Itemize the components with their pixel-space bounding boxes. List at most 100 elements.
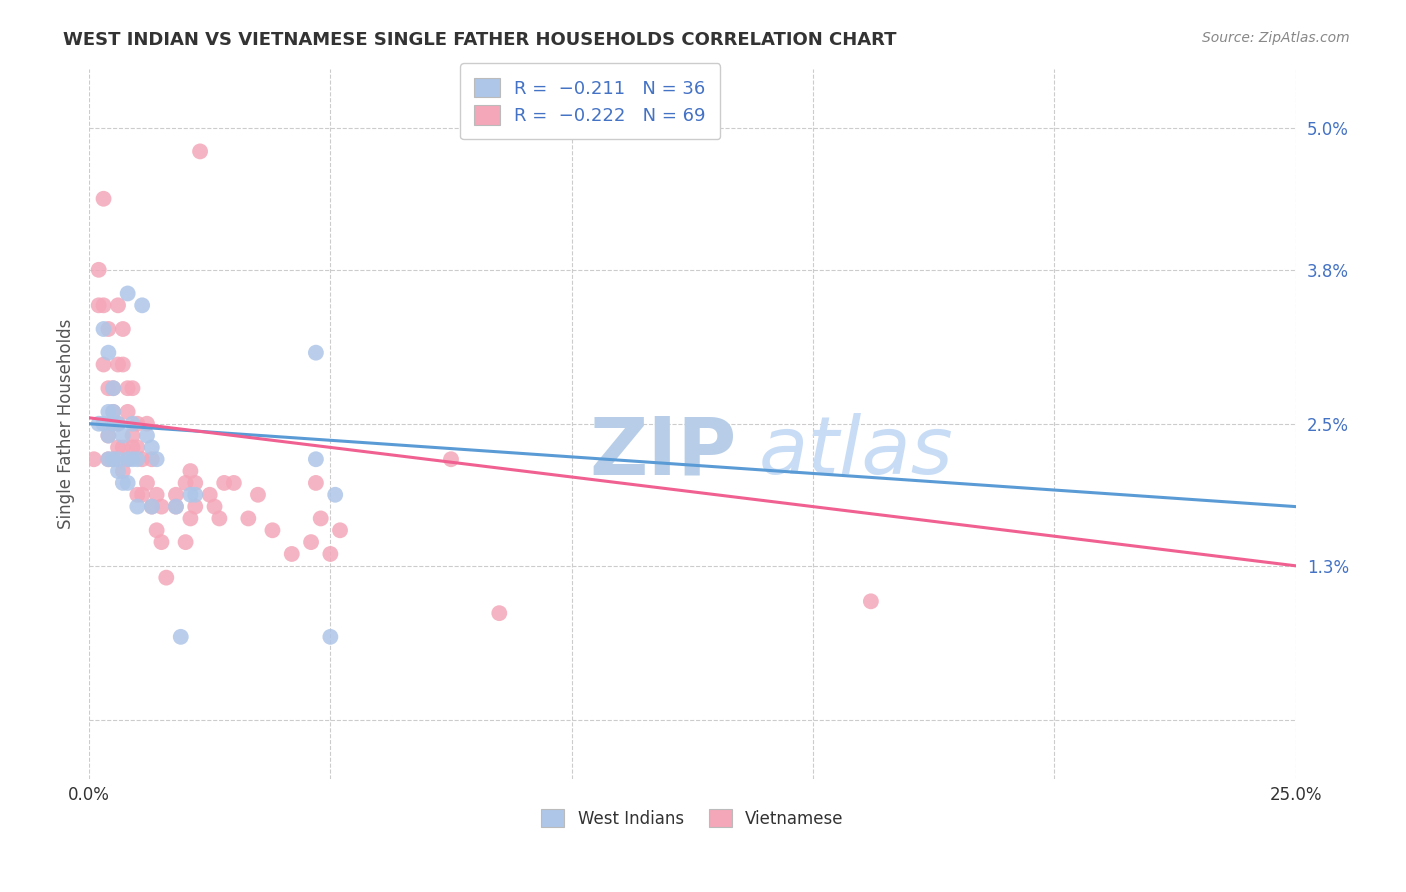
Point: [440, 452, 463, 467]
Point: [117, 452, 139, 467]
Point: [87, 298, 110, 312]
Point: [93, 358, 115, 372]
Point: [97, 405, 120, 419]
Point: [127, 500, 149, 514]
Point: [131, 298, 153, 312]
Point: [141, 452, 163, 467]
Point: [103, 417, 125, 431]
Text: WEST INDIAN VS VIETNAMESE SINGLE FATHER HOUSEHOLDS CORRELATION CHART: WEST INDIAN VS VIETNAMESE SINGLE FATHER …: [63, 31, 897, 49]
Point: [97, 428, 120, 442]
Point: [83, 452, 105, 467]
Point: [141, 500, 163, 514]
Point: [179, 511, 201, 525]
Point: [131, 488, 153, 502]
Point: [179, 464, 201, 478]
Point: [198, 488, 221, 502]
Point: [103, 452, 125, 467]
Point: [127, 441, 149, 455]
Point: [184, 500, 207, 514]
Point: [127, 488, 149, 502]
Point: [319, 547, 342, 561]
Point: [150, 500, 173, 514]
Point: [204, 500, 226, 514]
Point: [93, 417, 115, 431]
Point: [131, 452, 153, 467]
Point: [174, 475, 197, 490]
Point: [93, 192, 115, 206]
Point: [111, 358, 134, 372]
Point: [319, 630, 342, 644]
Point: [145, 452, 167, 467]
Point: [121, 428, 143, 442]
Point: [262, 523, 284, 537]
Point: [150, 535, 173, 549]
Point: [305, 475, 328, 490]
Point: [107, 417, 129, 431]
Point: [141, 500, 163, 514]
Point: [107, 358, 129, 372]
Legend: West Indians, Vietnamese: West Indians, Vietnamese: [534, 803, 851, 835]
Point: [222, 475, 245, 490]
Point: [305, 345, 328, 359]
Point: [111, 464, 134, 478]
Point: [145, 488, 167, 502]
Y-axis label: Single Father Households: Single Father Households: [58, 318, 75, 529]
Point: [121, 452, 143, 467]
Point: [208, 511, 231, 525]
Point: [103, 417, 125, 431]
Point: [238, 511, 260, 525]
Point: [184, 475, 207, 490]
Point: [117, 286, 139, 301]
Point: [145, 523, 167, 537]
Point: [165, 488, 187, 502]
Text: Source: ZipAtlas.com: Source: ZipAtlas.com: [1202, 31, 1350, 45]
Point: [121, 441, 143, 455]
Point: [859, 594, 882, 608]
Point: [107, 464, 129, 478]
Point: [117, 452, 139, 467]
Point: [165, 500, 187, 514]
Point: [329, 523, 352, 537]
Point: [127, 417, 149, 431]
Point: [111, 322, 134, 336]
Point: [97, 381, 120, 395]
Point: [121, 417, 143, 431]
Point: [103, 452, 125, 467]
Point: [103, 405, 125, 419]
Point: [111, 475, 134, 490]
Point: [97, 452, 120, 467]
Point: [107, 441, 129, 455]
Point: [107, 452, 129, 467]
Point: [121, 381, 143, 395]
Point: [188, 145, 211, 159]
Point: [97, 428, 120, 442]
Point: [136, 475, 159, 490]
Point: [103, 381, 125, 395]
Point: [299, 535, 322, 549]
Point: [117, 381, 139, 395]
Point: [107, 298, 129, 312]
Point: [111, 441, 134, 455]
Point: [174, 535, 197, 549]
Point: [170, 630, 193, 644]
Point: [179, 488, 201, 502]
Point: [117, 405, 139, 419]
Point: [281, 547, 304, 561]
Point: [97, 452, 120, 467]
Point: [136, 428, 159, 442]
Point: [212, 475, 235, 490]
Point: [103, 417, 125, 431]
Point: [97, 345, 120, 359]
Point: [136, 417, 159, 431]
Point: [93, 298, 115, 312]
Point: [165, 500, 187, 514]
Point: [141, 441, 163, 455]
Point: [103, 405, 125, 419]
Text: atlas: atlas: [759, 413, 953, 491]
Point: [246, 488, 269, 502]
Point: [309, 511, 332, 525]
Point: [103, 381, 125, 395]
Point: [305, 452, 328, 467]
Point: [117, 475, 139, 490]
Point: [323, 488, 346, 502]
